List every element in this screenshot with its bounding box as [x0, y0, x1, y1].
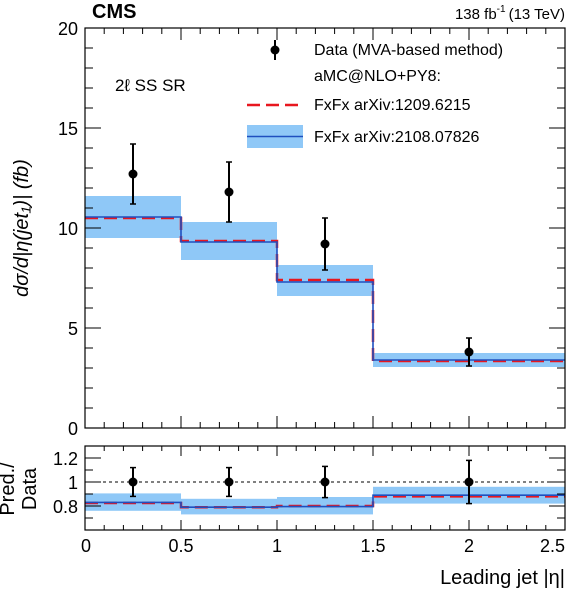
main-ytick-label-4: 20: [58, 19, 78, 39]
ratio-step-fxfx-2108: [85, 494, 565, 508]
legend-label-fxfx-2108: FxFx arXiv:2108.07826: [314, 129, 480, 146]
x-axis-title: Leading jet |η|: [440, 567, 565, 589]
legend-item-data: Data (MVA-based method): [270, 40, 503, 60]
ratio-band-bin-2: [277, 497, 373, 515]
prediction-lines: [85, 216, 565, 363]
ratio-xtick-label-2: 1: [272, 536, 282, 556]
ratio-xtick-label-5: 2.5: [540, 536, 565, 556]
main-data-point-2: [320, 239, 330, 249]
main-ytick-label-3: 15: [58, 119, 78, 139]
ratio-plot: 0.8 1 1.2 0 0.5 1 1.5 2 2.5 Pred./Data Leading j…: [0, 445, 566, 589]
ratio-xtick-label-3: 1.5: [360, 536, 385, 556]
main-data-point-3: [464, 347, 474, 357]
legend: Data (MVA-based method) aMC@NLO+PY8: FxF…: [247, 40, 503, 148]
legend-header: aMC@NLO+PY8:: [314, 68, 441, 85]
ratio-y-axis-title: Pred./Data: [0, 462, 41, 516]
ratio-ytick-label-0: 0.8: [53, 497, 78, 517]
region-annotation: 2ℓ SS SR: [115, 76, 186, 95]
ratio-data-point-3: [464, 477, 474, 487]
main-ytick-label-1: 5: [68, 319, 78, 339]
ratio-xtick-label-1: 0.5: [168, 536, 193, 556]
ratio-plot-frame: [84, 445, 566, 531]
main-plot: 0 5 10 15 20 2ℓ SS SR dσ/d|η(jet₁)| (fb): [11, 19, 566, 439]
ratio-ytick-label-1: 1: [68, 473, 78, 493]
ratio-data-point-0: [128, 477, 138, 487]
ratio-data-point-2: [320, 477, 330, 487]
ratio-data-points: [128, 459, 474, 505]
experiment-label: CMS: [92, 1, 136, 23]
main-data-point-0: [128, 169, 138, 179]
legend-item-fxfx-2108: FxFx arXiv:2108.07826: [247, 125, 480, 148]
main-data-point-1: [224, 187, 234, 197]
ratio-ytick-label-2: 1.2: [53, 449, 78, 469]
main-ytick-label-2: 10: [58, 219, 78, 239]
y-axis-title: dσ/d|η(jet₁)| (fb): [11, 159, 33, 297]
main-plot-ticks: 0 5 10 15 20: [58, 19, 566, 439]
ratio-prediction-lines: [85, 494, 565, 509]
main-ytick-label-0: 0: [68, 419, 78, 439]
main-step-fxfx-2108: [85, 216, 565, 361]
legend-label-data: Data (MVA-based method): [314, 42, 503, 59]
data-points: [128, 143, 474, 367]
ratio-plot-ticks: 0.8 1 1.2 0 0.5 1 1.5 2 2.5: [53, 445, 566, 556]
legend-item-fxfx-1209: FxFx arXiv:1209.6215: [247, 97, 471, 114]
ratio-xtick-label-0: 0: [81, 536, 91, 556]
luminosity-label: 138 fb-1 (13 TeV): [455, 4, 565, 23]
ratio-data-point-1: [224, 477, 234, 487]
ratio-xtick-label-4: 2: [464, 536, 474, 556]
legend-label-fxfx-1209: FxFx arXiv:1209.6215: [314, 97, 471, 114]
